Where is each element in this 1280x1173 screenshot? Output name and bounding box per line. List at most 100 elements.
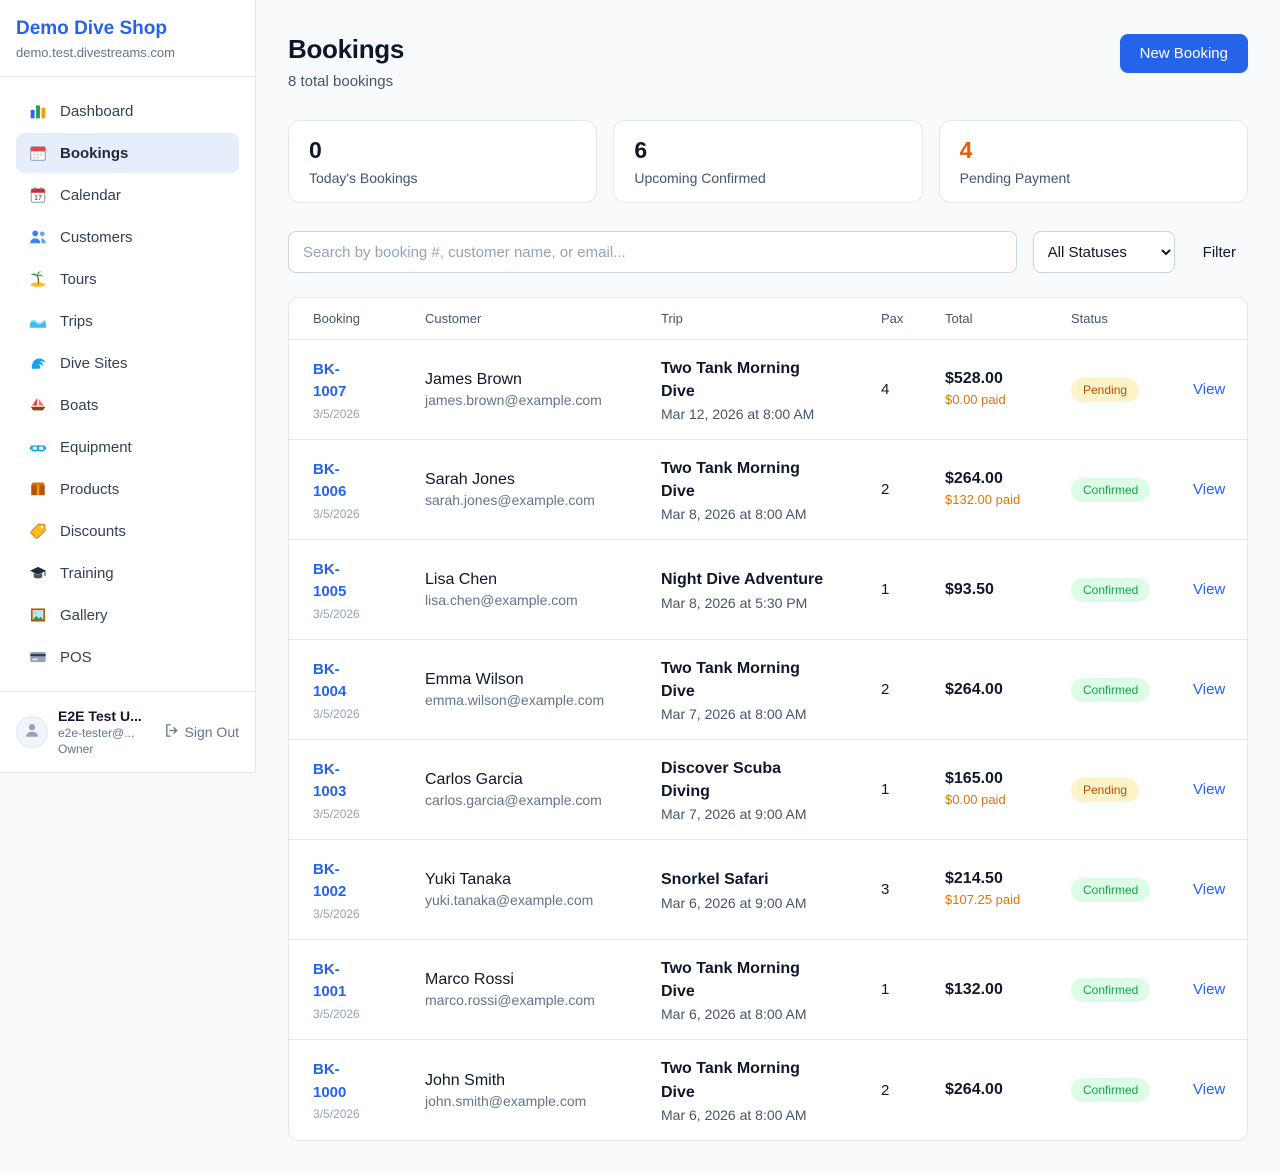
trip-datetime: Mar 6, 2026 at 8:00 AM [661, 1006, 807, 1023]
view-link[interactable]: View [1193, 580, 1226, 598]
sidebar-item-trips[interactable]: Trips [16, 301, 239, 341]
new-booking-button[interactable]: New Booking [1119, 34, 1248, 73]
booking-id-link[interactable]: BK-1001 [313, 960, 347, 1001]
trip-name: Two Tank Morning Dive [661, 659, 800, 700]
customer-email: john.smith@example.com [425, 1092, 587, 1109]
status-select[interactable]: All Statuses [1032, 231, 1175, 273]
dive-site-icon [28, 354, 48, 372]
col-pax: Pax [881, 311, 904, 326]
booking-date: 3/5/2026 [313, 606, 360, 621]
sidebar: Demo Dive Shop demo.test.divestreams.com… [0, 0, 256, 773]
booking-id-link[interactable]: BK-1000 [313, 1061, 347, 1101]
stat-card: 6 Upcoming Confirmed [613, 120, 923, 203]
paid-amount: $107.25 paid [945, 891, 1021, 907]
sidebar-item-boats[interactable]: Boats [16, 385, 239, 425]
trip-name: Two Tank Morning Dive [661, 359, 800, 400]
trip-name: Snorkel Safari [661, 871, 769, 889]
booking-id-link[interactable]: BK-1004 [313, 660, 347, 701]
booking-id-link[interactable]: BK-1002 [313, 860, 347, 901]
customer-email: yuki.tanaka@example.com [425, 892, 594, 908]
search-input[interactable] [288, 231, 1017, 273]
sidebar-item-dive-sites[interactable]: Dive Sites [16, 343, 239, 383]
customer-email: james.brown@example.com [425, 392, 602, 408]
sidebar-item-bookings[interactable]: Bookings [16, 133, 239, 173]
sidebar-item-gallery[interactable]: Gallery [16, 595, 239, 635]
avatar [16, 716, 48, 748]
box-icon [28, 480, 48, 498]
booking-id-link[interactable]: BK-1007 [313, 360, 347, 401]
sidebar-item-tours[interactable]: Tours [16, 259, 239, 299]
calendar-icon: 17 [28, 186, 48, 204]
total-amount: $132.00 [945, 980, 1003, 998]
sidebar-item-dashboard[interactable]: Dashboard [16, 91, 239, 131]
stat-label: Upcoming Confirmed [634, 170, 766, 186]
filter-row: All Statuses Filter [288, 231, 1248, 273]
paid-amount: $0.00 paid [945, 391, 1006, 407]
trip-datetime: Mar 6, 2026 at 8:00 AM [661, 1106, 807, 1123]
booking-id-link[interactable]: BK-1006 [313, 460, 347, 501]
filter-button[interactable]: Filter [1191, 244, 1248, 261]
view-link[interactable]: View [1193, 1081, 1226, 1098]
sidebar-item-products[interactable]: Products [16, 469, 239, 509]
table-row: BK-1003 3/5/2026 Carlos Garcia carlos.garci… [289, 740, 1247, 840]
island-icon [28, 270, 48, 288]
trip-datetime: Mar 7, 2026 at 9:00 AM [661, 806, 807, 823]
boat-icon [28, 396, 48, 414]
status-badge: Confirmed [1071, 577, 1151, 602]
customer-name: Carlos Garcia [425, 771, 523, 788]
stats-row: 0 Today's Bookings 6 Upcoming Confirmed 4 Pen… [288, 120, 1248, 203]
view-link[interactable]: View [1193, 880, 1226, 898]
sidebar-item-calendar[interactable]: 17 Calendar [16, 175, 239, 215]
booking-date: 3/5/2026 [313, 806, 360, 821]
pax-count: 1 [881, 781, 890, 798]
status-badge: Pending [1071, 777, 1140, 802]
view-link[interactable]: View [1193, 380, 1226, 398]
trip-name: Two Tank Morning Dive [661, 1060, 800, 1101]
user-block: E2E Test U... e2e-tester@... Owner Sign … [0, 691, 255, 772]
sidebar-item-pos[interactable]: POS [16, 637, 239, 677]
total-amount: $264.00 [945, 680, 1003, 698]
customer-email: lisa.chen@example.com [425, 592, 578, 608]
status-badge: Confirmed [1071, 477, 1151, 502]
trip-datetime: Mar 8, 2026 at 8:00 AM [661, 506, 807, 523]
sidebar-item-customers[interactable]: Customers [16, 217, 239, 257]
sidebar-item-label: Bookings [60, 144, 129, 162]
sidebar-item-label: Products [60, 480, 120, 498]
sign-out-button[interactable]: Sign Out [164, 723, 239, 741]
view-link[interactable]: View [1193, 680, 1226, 698]
sidebar-item-discounts[interactable]: Discounts [16, 511, 239, 551]
customer-email: sarah.jones@example.com [425, 492, 595, 508]
col-status: Status [1071, 311, 1108, 326]
tag-icon [28, 522, 48, 540]
stat-card: 4 Pending Payment [938, 120, 1248, 203]
booking-id-link[interactable]: BK-1003 [313, 760, 347, 801]
customer-name: Yuki Tanaka [425, 871, 511, 888]
col-actions [1193, 298, 1223, 339]
customer-name: Emma Wilson [425, 671, 524, 688]
col-booking: Booking [313, 311, 360, 326]
sidebar-item-label: Calendar [60, 186, 121, 204]
stat-card: 0 Today's Bookings [288, 120, 598, 203]
customer-name: John Smith [425, 1071, 506, 1089]
person-icon [23, 721, 41, 744]
view-link[interactable]: View [1193, 480, 1226, 498]
customer-email: carlos.garcia@example.com [425, 792, 602, 808]
customer-name: Sarah Jones [425, 471, 515, 488]
sidebar-item-equipment[interactable]: Equipment [16, 427, 239, 467]
trip-datetime: Mar 8, 2026 at 5:30 PM [661, 594, 808, 611]
view-link[interactable]: View [1193, 780, 1226, 798]
sidebar-item-training[interactable]: Training [16, 553, 239, 593]
table-row: BK-1007 3/5/2026 James Brown james.brown@ex… [289, 340, 1247, 440]
pax-count: 3 [881, 881, 890, 898]
trip-name: Two Tank Morning Dive [661, 459, 800, 500]
bookings-count: 8 total bookings [288, 73, 394, 90]
booking-date: 3/5/2026 [313, 706, 360, 721]
total-amount: $264.00 [945, 469, 1003, 487]
customer-name: Marco Rossi [425, 971, 514, 988]
users-icon [28, 228, 48, 246]
view-link[interactable]: View [1193, 980, 1226, 998]
sidebar-item-label: Customers [60, 228, 133, 246]
brand-title: Demo Dive Shop [16, 18, 167, 39]
pax-count: 1 [881, 981, 890, 998]
booking-id-link[interactable]: BK-1005 [313, 560, 347, 601]
